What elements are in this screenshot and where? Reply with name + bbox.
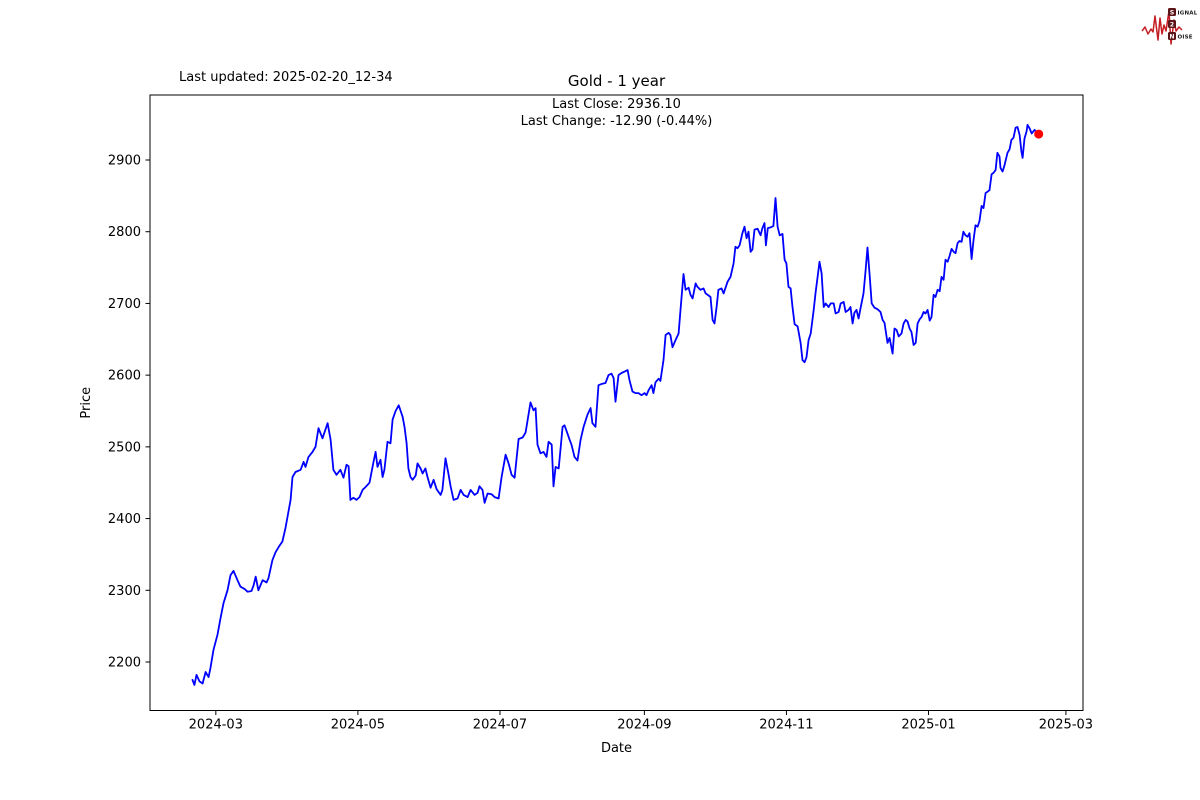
y-tick-label: 2200 — [108, 656, 141, 671]
y-tick-label: 2400 — [108, 512, 141, 527]
x-axis-label: Date — [601, 741, 632, 756]
last-close-text: Last Close: 2936.10 — [552, 97, 681, 112]
logo-word-oise: OISE — [1178, 34, 1193, 40]
annotation-box: Last Close: 2936.10 Last Change: -12.90 … — [150, 97, 1083, 130]
x-tick-label: 2024-07 — [473, 717, 527, 732]
x-tick-label: 2025-03 — [1039, 717, 1093, 732]
plot-frame — [149, 94, 1084, 711]
y-tick-label: 2800 — [108, 225, 141, 240]
x-tick-label: 2024-09 — [617, 717, 671, 732]
signal-2-noise-logo: S IGNAL 2 N OISE — [1141, 8, 1198, 45]
y-tick-label: 2300 — [108, 584, 141, 599]
last-updated-text: Last updated: 2025-02-20_12-34 — [179, 70, 393, 85]
x-tick-label: 2024-11 — [759, 717, 813, 732]
x-tick-label: 2025-01 — [901, 717, 955, 732]
last-change-text: Last Change: -12.90 (-0.44%) — [520, 113, 713, 129]
chart-title: Gold - 1 year — [567, 72, 666, 90]
y-tick-label: 2900 — [108, 154, 141, 169]
last-price-dot — [1034, 129, 1044, 139]
logo-badge-n-letter: N — [1169, 34, 1174, 41]
price-line — [191, 124, 1040, 686]
ecg-waveform-icon — [1141, 10, 1183, 45]
y-tick-label: 2500 — [108, 440, 141, 455]
logo-word-ignal: IGNAL — [1178, 10, 1198, 16]
logo-badge-s — [1168, 8, 1176, 16]
x-tick-label: 2024-05 — [331, 717, 385, 732]
logo-text: S IGNAL 2 N OISE — [1168, 8, 1198, 41]
logo-badge-2 — [1168, 20, 1176, 28]
y-axis-label: Price — [79, 387, 94, 419]
logo-badge-2-letter: 2 — [1170, 22, 1174, 29]
x-tick-label: 2024-03 — [189, 717, 243, 732]
logo-badge-n — [1168, 32, 1176, 40]
y-tick-label: 2600 — [108, 369, 141, 384]
y-tick-label: 2700 — [108, 297, 141, 312]
logo-badge-s-letter: S — [1170, 10, 1174, 17]
